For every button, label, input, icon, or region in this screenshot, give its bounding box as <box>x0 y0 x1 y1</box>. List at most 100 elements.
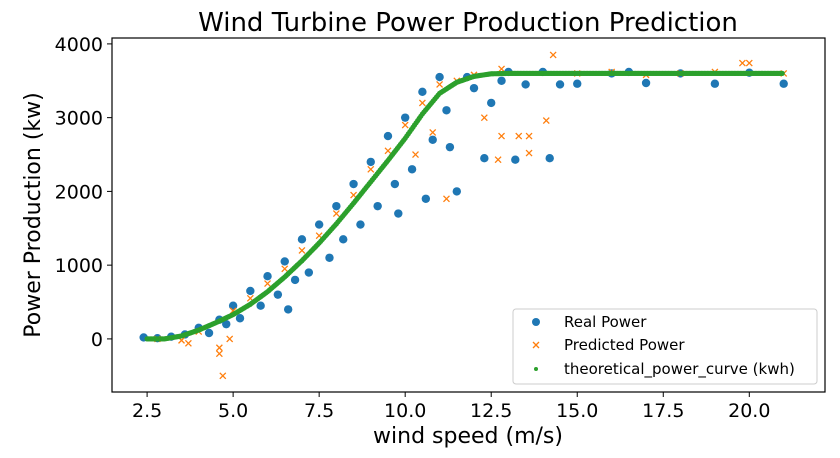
theoretical-curve-point <box>779 70 785 76</box>
predicted-power-point <box>429 128 437 136</box>
legend-label-theoretical: theoretical_power_curve (kwh) <box>564 360 795 379</box>
real-power-point <box>304 268 314 277</box>
real-power-point <box>641 78 651 88</box>
plot-area <box>139 51 788 380</box>
real-power-point <box>290 275 300 285</box>
predicted-power-point <box>418 99 426 107</box>
predicted-power-point <box>498 132 505 140</box>
real-power-point <box>779 79 788 88</box>
chart-title: Wind Turbine Power Production Prediction <box>198 8 738 38</box>
x-axis-label: wind speed (m/s) <box>373 424 563 449</box>
predicted-power-point <box>738 59 746 67</box>
predicted-power-point <box>401 121 409 129</box>
real-power-point <box>445 142 455 152</box>
y-tick-label: 2000 <box>55 181 103 203</box>
predicted-power-point <box>384 147 392 155</box>
predicted-power-point <box>525 132 533 140</box>
real-power-point <box>452 187 462 196</box>
predicted-power-point <box>332 210 340 217</box>
real-power-point <box>555 80 565 89</box>
real-power-point <box>256 301 265 310</box>
predicted-power-point <box>298 246 306 254</box>
real-power-point <box>297 235 307 244</box>
real-power-point <box>428 135 437 144</box>
real-power-point <box>545 154 554 163</box>
real-power-point <box>273 290 283 299</box>
real-power-point <box>339 235 348 244</box>
predicted-power-point <box>515 132 523 140</box>
real-power-point <box>497 76 506 85</box>
x-tick-label: 2.5 <box>132 400 162 422</box>
real-power-point <box>469 83 479 93</box>
legend-label-real: Real Power <box>564 313 647 331</box>
predicted-power-point <box>745 59 753 67</box>
predicted-power-point <box>219 372 227 380</box>
real-power-point <box>246 286 255 296</box>
x-tick-label: 7.5 <box>304 400 334 422</box>
legend-marker-theoretical <box>534 367 538 371</box>
real-power-point <box>280 257 289 266</box>
predicted-power-point <box>436 81 444 88</box>
predicted-power-point <box>494 156 502 164</box>
predicted-power-point <box>480 114 488 122</box>
real-power-point <box>349 179 358 189</box>
predicted-power-point <box>281 265 289 273</box>
real-power-point <box>407 165 417 174</box>
legend-marker-predicted <box>532 341 540 349</box>
real-power-point <box>325 253 334 262</box>
real-power-point <box>573 79 582 88</box>
series-real-power <box>139 67 788 343</box>
real-power-point <box>373 201 382 211</box>
y-tick-label: 1000 <box>55 255 103 277</box>
legend-marker-real <box>532 318 540 326</box>
real-power-point <box>480 154 489 163</box>
real-power-point <box>332 201 341 211</box>
legend-label-predicted: Predicted Power <box>564 336 685 354</box>
predicted-power-point <box>226 335 234 343</box>
real-power-point <box>228 301 238 310</box>
real-power-point <box>314 220 324 229</box>
real-power-point <box>204 328 214 338</box>
real-power-point <box>487 98 496 108</box>
x-tick-label: 12.5 <box>470 400 512 422</box>
x-axis: 2.5 5.0 7.5 10.0 12.5 15.0 17.5 20.0 <box>132 392 770 422</box>
real-power-point <box>400 113 410 122</box>
legend: Real Power Predicted Power theoretical_p… <box>512 308 818 385</box>
y-tick-label: 0 <box>91 329 103 351</box>
real-power-point <box>421 194 431 203</box>
predicted-power-point <box>264 280 271 288</box>
real-power-point <box>283 305 293 314</box>
predicted-power-point <box>215 344 223 352</box>
predicted-power-point <box>549 51 557 59</box>
predicted-power-point <box>367 165 375 173</box>
x-tick-label: 5.0 <box>218 400 248 422</box>
y-tick-label: 3000 <box>55 108 103 130</box>
predicted-power-point <box>184 339 192 347</box>
x-tick-label: 20.0 <box>728 400 770 422</box>
x-tick-label: 10.0 <box>384 400 426 422</box>
predicted-power-point <box>542 117 550 125</box>
y-axis: 0 1000 2000 3000 4000 <box>55 34 112 351</box>
real-power-point <box>418 87 427 97</box>
real-power-point <box>235 314 245 323</box>
real-power-point <box>383 131 393 141</box>
predicted-power-point <box>525 149 533 157</box>
real-power-point <box>390 179 400 189</box>
real-power-point <box>222 319 231 329</box>
y-axis-label: Power Production (kw) <box>21 92 46 337</box>
legend-box <box>512 308 818 385</box>
real-power-point <box>442 106 451 115</box>
y-tick-label: 4000 <box>55 34 103 56</box>
real-power-point <box>710 79 720 88</box>
real-power-point <box>394 209 403 218</box>
series-theoretical-curve <box>144 70 785 342</box>
real-power-point <box>263 272 272 281</box>
predicted-power-point <box>215 350 223 358</box>
real-power-point <box>356 220 365 229</box>
predicted-power-point <box>443 195 450 203</box>
x-tick-label: 15.0 <box>556 400 598 422</box>
predicted-power-point <box>412 151 419 158</box>
x-tick-label: 17.5 <box>642 400 684 422</box>
plot-frame <box>111 37 826 393</box>
real-power-point <box>435 72 444 82</box>
